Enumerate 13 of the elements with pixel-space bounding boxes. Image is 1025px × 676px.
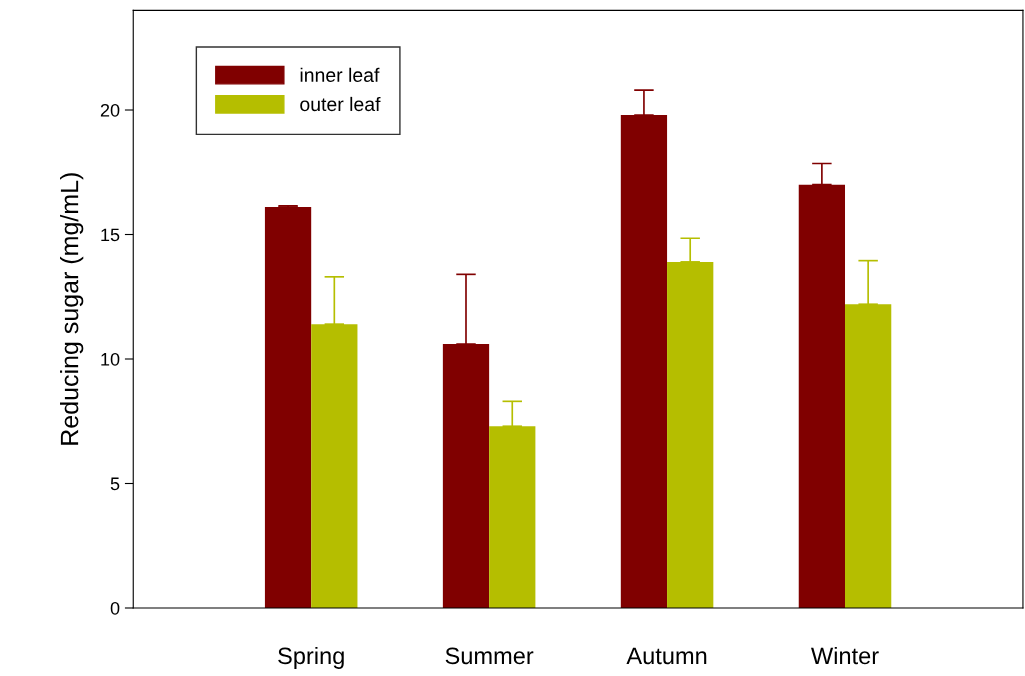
y-tick-label: 10	[101, 352, 120, 366]
y-tick-label: 15	[101, 228, 120, 242]
legend-label: outer leaf	[300, 96, 381, 112]
x-tick-label: Summer	[445, 647, 534, 665]
x-tick-label: Autumn	[626, 647, 707, 665]
x-tick-label: Winter	[811, 646, 879, 665]
x-tick-label: Spring	[278, 646, 344, 669]
y-tick-label: 5	[110, 477, 120, 491]
y-tick-label: 20	[100, 103, 120, 117]
y-tick-label: 0	[110, 601, 120, 615]
y-axis-title: Reducing sugar (mg/mL)	[60, 173, 84, 445]
legend-label: inner leaf	[300, 67, 380, 83]
bar	[264, 207, 312, 608]
